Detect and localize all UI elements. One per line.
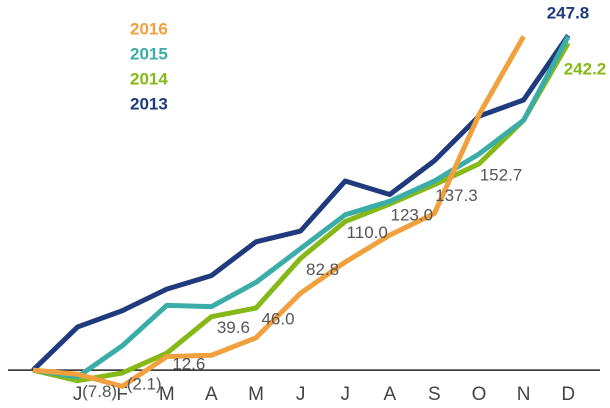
legend-label: 2015	[130, 44, 168, 63]
x-tick-label: O	[472, 384, 487, 405]
data-label: 137.3	[435, 186, 478, 205]
data-label: 123.0	[391, 205, 434, 224]
x-tick-label: A	[205, 384, 218, 405]
series-line	[32, 35, 526, 389]
x-tick-label: D	[561, 384, 575, 405]
x-tick-label: S	[428, 384, 441, 405]
data-label: 12.6	[172, 355, 205, 374]
data-label: 82.8	[306, 260, 339, 279]
end-label: 247.8	[547, 3, 590, 22]
x-tick-label: J	[296, 384, 306, 405]
legend-label: 2016	[130, 19, 168, 38]
series-line	[31, 33, 571, 372]
series-line	[32, 41, 571, 384]
data-label: (2.1)	[127, 374, 162, 393]
x-tick-label: M	[248, 384, 264, 405]
data-label: (7.8)	[82, 382, 117, 401]
series-line	[32, 35, 571, 380]
x-tick-label: M	[159, 384, 175, 405]
x-tick-label: J	[340, 384, 350, 405]
legend-label: 2013	[130, 94, 168, 113]
data-label: 46.0	[261, 310, 294, 329]
data-label: 39.6	[217, 318, 250, 337]
legend-label: 2014	[130, 69, 168, 88]
x-tick-label: N	[517, 384, 531, 405]
x-tick-label: A	[383, 384, 396, 405]
data-label: 152.7	[480, 165, 523, 184]
end-label: 242.2	[564, 59, 607, 78]
x-tick-label: J	[73, 384, 83, 405]
x-tick-label: F	[116, 384, 128, 405]
data-label: 110.0	[347, 223, 388, 242]
